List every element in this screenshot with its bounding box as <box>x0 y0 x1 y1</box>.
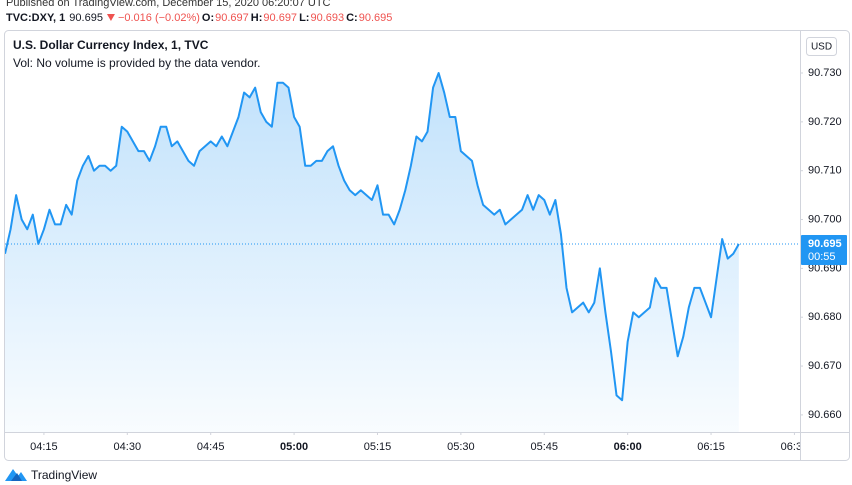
area-fill <box>5 73 739 432</box>
symbol: TVC:DXY, 1 <box>6 12 65 24</box>
ohlc-value: 90.695 <box>359 12 393 24</box>
y-tick-label: 90.660 <box>808 409 842 421</box>
down-arrow <box>106 14 115 21</box>
y-tick-label: 90.680 <box>808 311 842 323</box>
last-price-tag <box>801 234 847 265</box>
currency-button[interactable] <box>806 37 837 56</box>
symbol-header: TVC:DXY, 1 90.695 −0.016 (−0.02%) O: 90.697 H… <box>6 12 392 24</box>
price-axis: 90.660 90.670 90.680 90.690 90.700 90.710 90.7… <box>800 67 847 421</box>
ohlc-value: 90.697 <box>263 12 297 24</box>
published-note: Published on TradingView.com, December 1… <box>6 0 331 9</box>
y-tick-label: 90.670 <box>808 360 842 372</box>
y-tick-label: 90.730 <box>808 67 842 79</box>
y-tick-label: 90.720 <box>808 116 842 128</box>
price-line <box>5 72 740 402</box>
x-tick-label: 04:30 <box>114 441 142 453</box>
last-price-label: 90.695 <box>808 238 842 250</box>
ohlc-label: O: <box>202 12 214 24</box>
ohlc-value: 90.697 <box>215 12 249 24</box>
x-tick-label: 05:00 <box>280 441 308 453</box>
y-tick-label: 90.710 <box>808 165 842 177</box>
chart-subtitle: Vol: No volume is provided by the data v… <box>13 56 260 70</box>
price-change: −0.016 (−0.02%) <box>118 12 200 24</box>
x-tick-label: 06:30 <box>781 441 809 453</box>
chart-title: U.S. Dollar Currency Index, 1, TVC <box>13 38 209 52</box>
x-tick-label: 06:15 <box>697 441 725 453</box>
y-tick-label: 90.700 <box>808 213 842 225</box>
x-tick-label: 04:45 <box>197 441 225 453</box>
x-tick-label: 06:00 <box>614 441 642 453</box>
x-tick-label: 05:15 <box>364 441 392 453</box>
plot-area <box>5 72 800 432</box>
price: 90.695 <box>69 12 103 24</box>
x-tick-label: 04:15 <box>30 441 58 453</box>
x-tick-label: 05:30 <box>447 441 475 453</box>
ohlc-label: C: <box>346 12 358 24</box>
ohlc-label: H: <box>251 12 263 24</box>
ohlc-value: 90.693 <box>310 12 344 24</box>
ohlc-label: L: <box>299 12 309 24</box>
brand-name: TradingView <box>31 468 97 482</box>
time-axis: 04:15 04:30 04:45 05:00 05:15 05:30 05:45 06:00… <box>30 432 809 453</box>
brand-logo <box>5 469 27 481</box>
currency-label[interactable]: USD <box>811 42 832 53</box>
countdown-label: 00:55 <box>808 251 836 263</box>
x-tick-label: 05:45 <box>531 441 559 453</box>
y-tick-label: 90.690 <box>808 262 842 274</box>
